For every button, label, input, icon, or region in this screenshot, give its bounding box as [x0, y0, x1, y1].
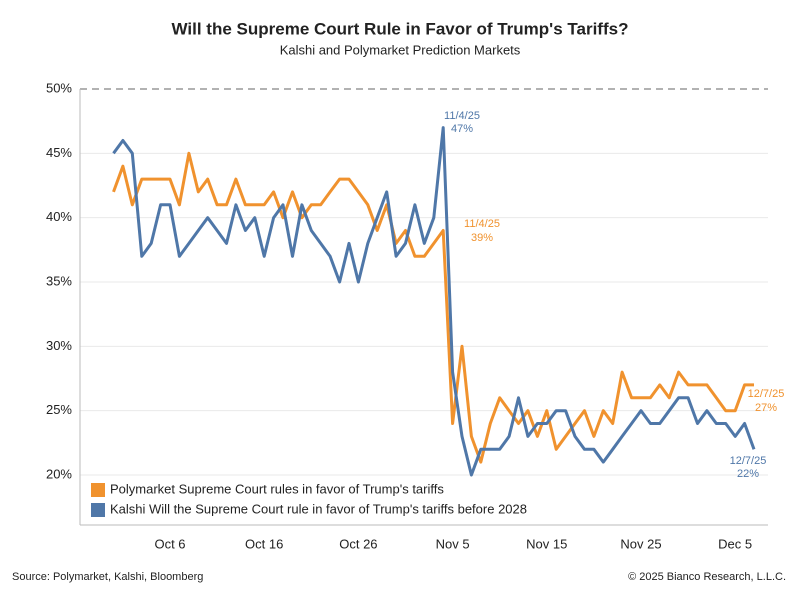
source: Source: Polymarket, Kalshi, Bloomberg — [12, 571, 203, 583]
legend-label: Kalshi Will the Supreme Court rule in fa… — [110, 501, 527, 516]
legend-swatch — [91, 503, 105, 517]
annotation-date: 12/7/25 — [730, 455, 767, 467]
annotation-value: 39% — [471, 232, 493, 244]
x-tick-label: Nov 5 — [436, 536, 470, 551]
annotation-value: 22% — [737, 468, 759, 480]
x-tick-label: Dec 5 — [718, 536, 752, 551]
y-tick-label: 40% — [46, 209, 72, 224]
y-tick-label: 30% — [46, 338, 72, 353]
y-tick-label: 50% — [46, 80, 72, 95]
annotation-value: 27% — [755, 402, 777, 414]
annotation-date: 12/7/25 — [748, 388, 785, 400]
x-tick-label: Nov 25 — [620, 536, 661, 551]
annotation-date: 11/4/25 — [444, 110, 480, 122]
series-line — [112, 126, 756, 477]
series-line — [112, 151, 754, 464]
y-tick-label: 25% — [46, 402, 72, 417]
x-tick-label: Oct 16 — [245, 536, 283, 551]
y-tick-label: 45% — [46, 145, 72, 160]
chart-subtitle: Kalshi and Polymarket Prediction Markets — [280, 42, 521, 57]
y-tick-label: 20% — [46, 466, 72, 481]
chart-title: Will the Supreme Court Rule in Favor of … — [172, 19, 629, 38]
x-tick-label: Nov 15 — [526, 536, 567, 551]
x-tick-label: Oct 6 — [154, 536, 185, 551]
x-tick-label: Oct 26 — [339, 536, 377, 551]
annotation-date: 11/4/25 — [464, 218, 500, 230]
y-tick-label: 35% — [46, 273, 72, 288]
copyright: © 2025 Bianco Research, L.L.C. — [628, 571, 786, 583]
annotation-value: 47% — [451, 123, 473, 135]
legend-label: Polymarket Supreme Court rules in favor … — [110, 481, 444, 496]
legend-swatch — [91, 483, 105, 497]
